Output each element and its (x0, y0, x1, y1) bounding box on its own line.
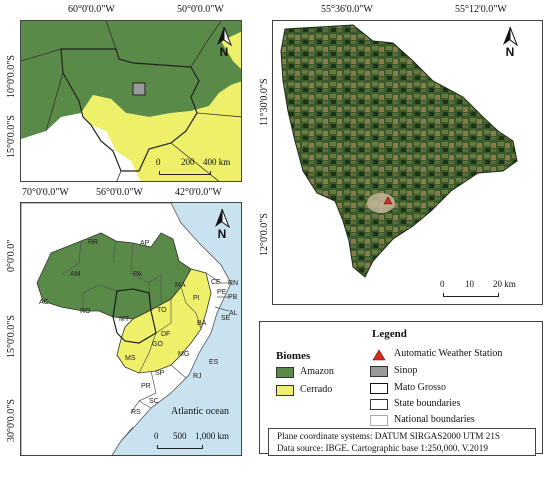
main-map-svg (273, 21, 542, 304)
info-line-2: Data source: IBGE. Cartographic base 1:2… (277, 443, 488, 453)
lon-label-70w: 70°0'0.0"W (22, 187, 69, 198)
lat-label-15s-b: 15°0'0.0"S (6, 315, 17, 358)
lat-label-11-30s: 11°30'0.0"S (259, 78, 270, 126)
lon-label-56w: 56°0'0.0"W (96, 187, 143, 198)
state-BA: BA (197, 320, 207, 327)
inset-top-svg (21, 21, 241, 181)
state-MT: MT (119, 316, 130, 323)
state-RJ: RJ (193, 373, 202, 380)
lon-label-60w: 60°0'0.0"W (68, 4, 115, 15)
info-line-1: Plane coordinate systems: DATUM SIRGAS20… (277, 431, 501, 441)
lat-label-10s: 10°0'0.0"S (6, 55, 17, 98)
inset-map-brazil: N RR AP AM PA AC RO MT TO MA PI CE RN PB… (20, 202, 242, 456)
state-TO: TO (157, 307, 167, 314)
state-boundaries-icon (370, 399, 388, 410)
cerrado-swatch (276, 385, 294, 396)
state-AC: AC (39, 299, 49, 306)
biomes-title: Biomes (276, 350, 311, 362)
cerrado-label: Cerrado (300, 384, 333, 395)
inset-map-top: N 0 200 400 km (20, 20, 242, 182)
state-ES: ES (209, 359, 219, 366)
state-GO: GO (152, 341, 163, 348)
inset-brazil-svg (21, 203, 241, 455)
state-RO: RO (80, 308, 91, 315)
north-arrow-main: N (499, 27, 521, 63)
mato-grosso-boundary (60, 48, 200, 172)
lon-label-42w: 42°0'0.0"W (175, 187, 222, 198)
state-PA: PA (133, 271, 142, 278)
legend-state-boundaries: State boundaries (394, 398, 461, 409)
state-SC: SC (149, 398, 159, 405)
state-RN: RN (228, 280, 239, 287)
state-AP: AP (140, 240, 150, 247)
lat-label-15s: 15°0'0.0"S (6, 115, 17, 158)
state-PR: PR (141, 383, 151, 390)
scale-bar-top: 0 200 400 km (156, 157, 239, 177)
scale-bar-brazil: 0 500 1,000 km (154, 431, 241, 451)
north-arrow-top: N (213, 27, 235, 63)
state-MS: MS (125, 355, 136, 362)
state-MA: MA (175, 282, 186, 289)
info-box: Plane coordinate systems: DATUM SIRGAS20… (268, 428, 536, 456)
weather-station-icon (372, 349, 386, 361)
state-SP: SP (155, 370, 165, 377)
lon-label-50w: 50°0'0.0"W (177, 4, 224, 15)
lat-label-0: 0°0'0.0" (6, 239, 17, 272)
state-AL: AL (229, 310, 238, 317)
sinop-icon (370, 366, 388, 377)
state-DF: DF (161, 331, 171, 338)
legend-title: Legend (372, 328, 407, 340)
amazon-label: Amazon (300, 366, 334, 377)
brazil-mato-grosso (112, 288, 157, 344)
ocean-label: Atlantic ocean (171, 406, 230, 417)
state-AM: AM (70, 271, 81, 278)
mato-grosso-icon (370, 383, 388, 394)
cerrado-area (81, 81, 241, 181)
sinop-box (132, 82, 146, 96)
state-RR: RR (88, 239, 99, 246)
legend-national-boundaries: National boundaries (394, 414, 475, 425)
state-CE: CE (211, 279, 221, 286)
state-SE: SE (221, 315, 231, 322)
legend-sinop: Sinop (394, 365, 418, 376)
main-map-sinop: N 0 10 20 km (272, 20, 543, 305)
lat-label-12s: 12°0'0.0"S (259, 213, 270, 256)
scale-bar-main: 0 10 20 km (440, 279, 533, 299)
state-MG: MG (178, 351, 190, 358)
state-PE: PE (217, 289, 227, 296)
state-PI: PI (193, 295, 200, 302)
amazon-swatch (276, 367, 294, 378)
lon-label-55-36w: 55°36'0.0"W (321, 4, 373, 15)
legend-weather-station: Automatic Weather Station (394, 348, 503, 359)
amazon-area (21, 21, 241, 139)
weather-station-marker (383, 196, 393, 205)
state-RS: RS (131, 409, 141, 416)
legend-mato-grosso: Mato Grosso (394, 382, 446, 393)
lat-label-30s: 30°0'0.0"S (6, 399, 17, 442)
north-arrow-brazil: N (211, 209, 233, 245)
lon-label-55-12w: 55°12'0.0"W (455, 4, 507, 15)
national-boundaries-icon (370, 415, 388, 426)
state-PB: PB (228, 294, 238, 301)
sinop-municipality (280, 24, 518, 278)
